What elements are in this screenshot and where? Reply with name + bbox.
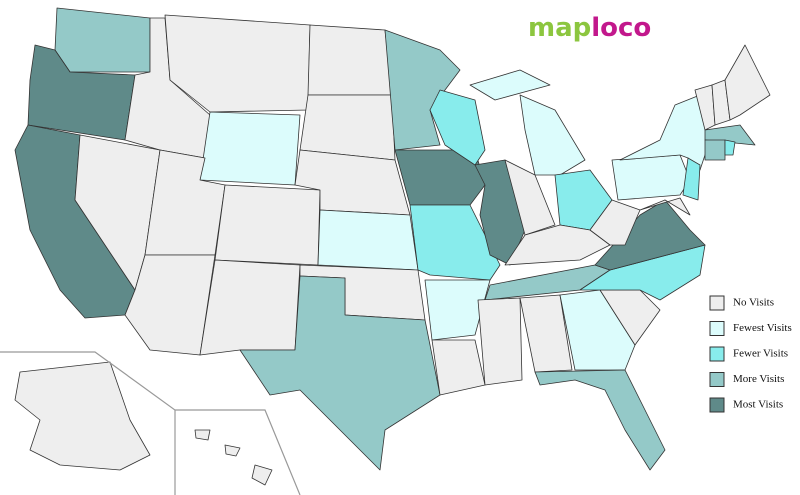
state — [469, 69, 551, 101]
state — [639, 197, 691, 216]
logo-loco: loco — [591, 13, 651, 43]
states — [14, 7, 771, 486]
logo: maploco — [528, 13, 651, 43]
legend-label: Fewest Visits — [733, 322, 792, 334]
state — [594, 199, 706, 271]
legend-label: Fewer Visits — [733, 348, 788, 360]
state — [199, 259, 301, 356]
state — [199, 111, 301, 186]
alaska-inset-frame — [0, 351, 176, 495]
legend-swatch — [709, 346, 725, 362]
hawaii-inset-frame — [175, 409, 301, 495]
state — [589, 199, 641, 246]
legend: No Visits Fewest Visits Fewer Visits More V… — [709, 295, 792, 413]
state — [214, 184, 321, 266]
state — [424, 279, 491, 341]
state — [307, 24, 393, 96]
state — [559, 289, 636, 371]
state — [317, 209, 419, 271]
legend-swatch — [709, 321, 725, 336]
state — [431, 339, 486, 396]
state — [611, 154, 691, 201]
state — [194, 429, 211, 441]
legend-label: More Visits — [733, 373, 784, 385]
state — [251, 464, 273, 486]
state — [519, 294, 573, 373]
state — [124, 254, 216, 356]
legend-swatch — [709, 372, 725, 387]
state — [164, 14, 311, 113]
state — [724, 44, 771, 121]
logo-map: map — [528, 13, 591, 43]
state — [477, 297, 523, 386]
state — [224, 444, 241, 457]
state — [54, 7, 151, 73]
state — [534, 369, 666, 471]
legend-label: No Visits — [733, 297, 774, 309]
legend-label: Most Visits — [733, 399, 783, 411]
legend-swatch — [709, 397, 725, 413]
state — [724, 139, 736, 156]
legend-swatch — [709, 295, 725, 311]
state — [299, 94, 396, 161]
state — [239, 275, 441, 471]
state — [504, 159, 556, 236]
state — [14, 361, 151, 471]
state — [682, 157, 701, 201]
state — [704, 139, 726, 161]
